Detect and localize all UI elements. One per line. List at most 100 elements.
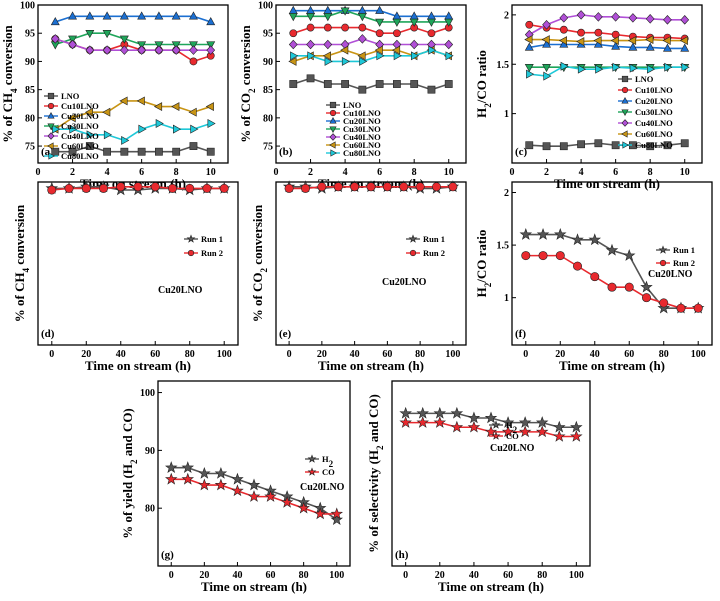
data-point [50, 16, 60, 26]
data-point [288, 13, 298, 22]
data-point [153, 102, 163, 112]
legend-label: Cu40LNO [61, 131, 99, 141]
data-point [526, 69, 535, 79]
y-tick-label: 1 [504, 109, 509, 120]
data-point [280, 495, 294, 508]
y-tick-label: 1.5 [497, 241, 510, 252]
data-point [231, 472, 244, 485]
series-line [529, 23, 685, 40]
series-Cu20LNO [288, 5, 454, 20]
data-point [399, 406, 412, 419]
data-point [207, 119, 216, 128]
legend-label: CO [322, 467, 335, 477]
data-point [119, 45, 129, 55]
data-point [330, 513, 343, 526]
legend-marker [47, 123, 55, 130]
y-tick-label: 90 [263, 57, 273, 68]
data-point [154, 11, 164, 20]
data-point [375, 29, 384, 38]
data-point [444, 18, 454, 27]
series-line [55, 145, 211, 153]
x-tick-label: 20 [435, 570, 445, 581]
x-tick-label: 80 [299, 570, 309, 581]
data-point [693, 303, 703, 313]
data-point [610, 36, 619, 46]
data-point [150, 182, 160, 192]
data-point [119, 35, 129, 44]
series-Cu30LNO [50, 30, 216, 50]
data-point [52, 124, 61, 134]
y-tick-label: 90 [25, 57, 35, 68]
x-tick-label: 0 [36, 167, 41, 178]
data-point [81, 183, 91, 193]
data-point [409, 39, 419, 50]
data-point [86, 130, 95, 140]
series-Cu80LNO [290, 45, 454, 66]
data-point [628, 42, 638, 51]
x-axis-label: Time on stream (h) [201, 579, 307, 594]
data-point [623, 249, 636, 261]
data-point [359, 56, 368, 66]
plot-frame-e [275, 181, 467, 346]
data-point [577, 64, 587, 74]
label-segment: and CO) [366, 394, 381, 445]
label-segment: /CO ratio [474, 230, 489, 284]
x-tick-label: 100 [569, 570, 584, 581]
legend-label: CO [506, 431, 519, 441]
data-point [181, 472, 195, 485]
data-point [103, 147, 111, 156]
y-axis-label: % of CH4 conversion [0, 24, 19, 142]
panel-d: 0 20 40 60 80 100 Time on stream (h) % of CH4 c… [12, 180, 239, 373]
data-point [627, 36, 637, 46]
x-tick-label: 2 [544, 167, 549, 178]
x-tick-label: 0 [49, 349, 54, 360]
series-line [293, 38, 449, 46]
legend-label: Cu30LNO [635, 107, 673, 117]
legend-label: Cu10LNO [61, 101, 99, 111]
series-Run 2 [47, 182, 229, 195]
x-tick-label: 0 [274, 167, 279, 178]
label-segment: Run 2 [423, 248, 445, 258]
x-tick-label: 60 [150, 349, 160, 360]
panel-letter: (h) [395, 549, 409, 561]
series-Cu10LNO [289, 23, 453, 38]
x-tick-label: 80 [415, 349, 425, 360]
x-tick-label: 20 [199, 570, 209, 581]
data-point [190, 124, 199, 134]
data-point [288, 39, 298, 50]
plot-frame-f [511, 181, 713, 346]
y-tick-label: 2 [504, 10, 509, 21]
legend-marker [658, 245, 668, 254]
legend-marker [622, 141, 629, 149]
data-point [605, 243, 619, 256]
series-Cu30LNO [288, 7, 454, 27]
label-segment: Cu20LNO [343, 116, 381, 126]
plot-frame-c [511, 4, 703, 164]
x-tick-label: 0 [169, 570, 174, 581]
data-point [171, 41, 181, 50]
y-tick-label: 100 [258, 1, 273, 12]
data-point [68, 11, 78, 20]
data-point [119, 96, 128, 106]
legend-label: Cu10LNO [635, 85, 673, 95]
data-point [137, 41, 147, 50]
x-tick-label: 60 [382, 349, 392, 360]
data-point [333, 182, 343, 192]
data-point [570, 420, 583, 433]
legend-marker [47, 92, 55, 100]
data-point [155, 147, 163, 156]
x-axis-label: Time on stream (h) [438, 579, 544, 594]
sample-annotation: Cu20LNO [300, 482, 345, 493]
data-point [641, 293, 651, 303]
data-point [559, 13, 569, 23]
sample-annotation: Cu20LNO [648, 269, 693, 280]
label-segment: and CO) [120, 408, 135, 459]
data-point [663, 15, 672, 25]
x-tick-label: 8 [412, 167, 417, 178]
data-point [416, 416, 429, 428]
label-segment: Cu30LNO [343, 124, 381, 134]
legend-label: Cu80LNO [635, 140, 673, 150]
